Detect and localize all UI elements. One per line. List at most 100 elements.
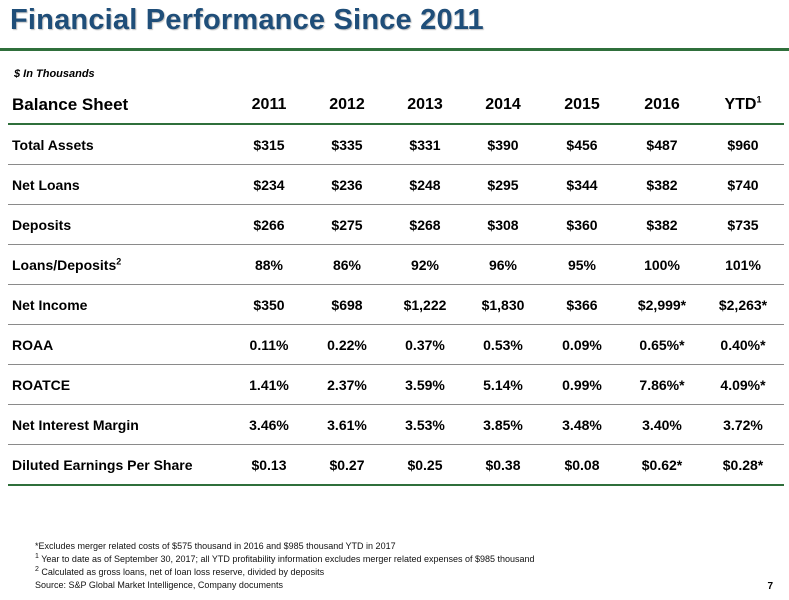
table-cell: $335: [308, 124, 386, 165]
table-cell: $350: [230, 284, 308, 325]
table-cell: $266: [230, 204, 308, 245]
table-cell: $236: [308, 164, 386, 205]
table-cell: $456: [542, 124, 622, 165]
table-cell: $487: [622, 124, 702, 165]
ytd-footnote-marker: 1: [756, 94, 762, 105]
table-body: Total Assets $315 $335 $331 $390 $456 $487 $960…: [8, 124, 784, 486]
table-row: Loans/Deposits2 88% 86% 92% 96% 95% 100% 101%: [8, 244, 784, 285]
table-cell: 3.53%: [386, 404, 464, 445]
header-year: YTD1: [702, 86, 784, 125]
row-label-text: Diluted Earnings Per Share: [12, 456, 193, 473]
table-cell: $308: [464, 204, 542, 245]
table-cell: 0.09%: [542, 324, 622, 365]
table-cell: 3.61%: [308, 404, 386, 445]
table-row: Net Interest Margin 3.46% 3.61% 3.53% 3.85% 3…: [8, 404, 784, 445]
header-year-label: 2012: [329, 95, 365, 113]
table-row: ROAA 0.11% 0.22% 0.37% 0.53% 0.09% 0.65%* 0.40%…: [8, 324, 784, 365]
footnote-2-text: Calculated as gross loans, net of loan l…: [38, 567, 325, 577]
row-label: Net Loans: [8, 164, 230, 205]
table-row: ROATCE 1.41% 2.37% 3.59% 5.14% 0.99% 7.86%* 4.0…: [8, 364, 784, 405]
title-divider: [0, 48, 789, 51]
table-cell: 3.40%: [622, 404, 702, 445]
row-label-text: Deposits: [12, 216, 72, 233]
header-year: 2016: [622, 86, 702, 125]
table-cell: 3.48%: [542, 404, 622, 445]
table-row: Net Income $350 $698 $1,222 $1,830 $366 $2,999…: [8, 284, 784, 325]
table-cell: $0.62*: [622, 444, 702, 486]
header-year-label: 2014: [485, 95, 521, 113]
table-cell: $315: [230, 124, 308, 165]
header-balance-sheet: Balance Sheet: [8, 86, 230, 125]
row-label: Net Interest Margin: [8, 404, 230, 445]
header-year: 2014: [464, 86, 542, 125]
header-year: 2015: [542, 86, 622, 125]
row-label-text: Total Assets: [12, 136, 94, 153]
header-year-label: 2011: [251, 95, 287, 113]
table-cell: 96%: [464, 244, 542, 285]
table-cell: $331: [386, 124, 464, 165]
row-footnote-marker: 2: [116, 255, 122, 266]
row-label-text: Loans/Deposits: [12, 256, 117, 273]
table-cell: $735: [702, 204, 784, 245]
header-year-label: 2016: [644, 95, 680, 113]
row-label-text: ROAA: [12, 336, 54, 353]
row-label: Total Assets: [8, 124, 230, 165]
header-year-label: 2015: [564, 95, 600, 113]
table-cell: 0.22%: [308, 324, 386, 365]
table-cell: 4.09%*: [702, 364, 784, 405]
table-cell: 100%: [622, 244, 702, 285]
table-cell: 3.46%: [230, 404, 308, 445]
row-label-text: ROATCE: [12, 376, 71, 393]
table-cell: $360: [542, 204, 622, 245]
table-cell: 88%: [230, 244, 308, 285]
table-cell: $268: [386, 204, 464, 245]
page-number: 7: [767, 581, 773, 592]
header-year: 2012: [308, 86, 386, 125]
table-row: Diluted Earnings Per Share $0.13 $0.27 $0.2…: [8, 444, 784, 486]
table-cell: $2,263*: [702, 284, 784, 325]
row-label: Diluted Earnings Per Share: [8, 444, 230, 486]
table-cell: 0.40%*: [702, 324, 784, 365]
table-cell: $1,222: [386, 284, 464, 325]
financial-table: Balance Sheet 2011 2012 2013 2014 2015 2016 YT…: [8, 86, 784, 486]
row-label: ROAA: [8, 324, 230, 365]
header-year: 2011: [230, 86, 308, 125]
table-cell: $0.25: [386, 444, 464, 486]
table-cell: $382: [622, 164, 702, 205]
table-header-row: Balance Sheet 2011 2012 2013 2014 2015 2016 YT…: [8, 86, 784, 125]
table-cell: $0.28*: [702, 444, 784, 486]
table-cell: 92%: [386, 244, 464, 285]
footnotes: *Excludes merger related costs of $575 t…: [35, 540, 535, 592]
source-note: Source: S&P Global Market Intelligence, …: [35, 580, 283, 590]
table-cell: $2,999*: [622, 284, 702, 325]
table-cell: $382: [622, 204, 702, 245]
table-cell: 0.37%: [386, 324, 464, 365]
table-cell: $0.08: [542, 444, 622, 486]
table-row: Deposits $266 $275 $268 $308 $360 $382 $735: [8, 204, 784, 245]
table-cell: 7.86%*: [622, 364, 702, 405]
table-cell: $248: [386, 164, 464, 205]
row-label: Deposits: [8, 204, 230, 245]
units-note: $ In Thousands: [14, 68, 95, 80]
table-cell: $1,830: [464, 284, 542, 325]
footnote-1-text: Year to date as of September 30, 2017; a…: [38, 554, 535, 564]
table-cell: 2.37%: [308, 364, 386, 405]
table-cell: 86%: [308, 244, 386, 285]
table-cell: 1.41%: [230, 364, 308, 405]
footnote-star: *Excludes merger related costs of $575 t…: [35, 541, 396, 551]
row-label-text: Net Interest Margin: [12, 416, 139, 433]
table-cell: $366: [542, 284, 622, 325]
table-cell: $698: [308, 284, 386, 325]
header-year-label: YTD: [724, 95, 757, 113]
table-cell: $275: [308, 204, 386, 245]
row-label: Net Income: [8, 284, 230, 325]
footnote-2: 2 Calculated as gross loans, net of loan…: [35, 566, 535, 579]
footnote-1-marker: 1: [35, 553, 39, 560]
table-cell: $344: [542, 164, 622, 205]
table-cell: 3.85%: [464, 404, 542, 445]
table-cell: 101%: [702, 244, 784, 285]
table-cell: $0.27: [308, 444, 386, 486]
header-year: 2013: [386, 86, 464, 125]
table-cell: 3.59%: [386, 364, 464, 405]
table-cell: $960: [702, 124, 784, 165]
